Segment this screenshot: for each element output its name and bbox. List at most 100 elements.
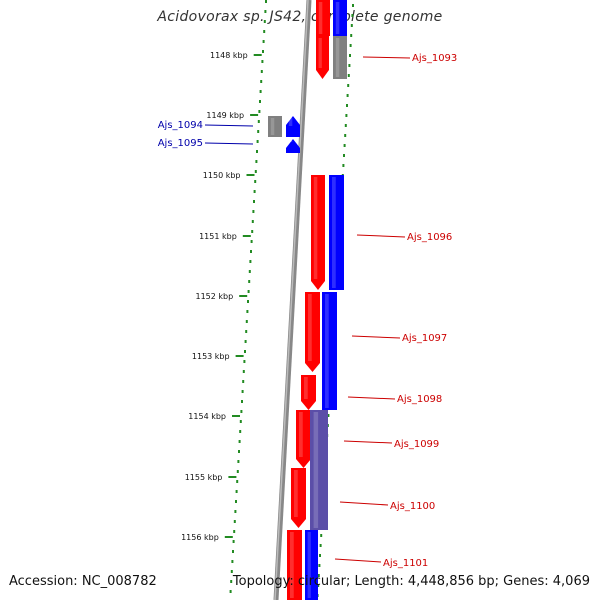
edge-dot — [349, 44, 352, 47]
gene-arrow-shine — [318, 2, 323, 34]
ruler-dot — [246, 310, 249, 313]
edge-dot — [317, 584, 320, 587]
ruler-dot — [234, 510, 237, 513]
gene-label: Ajs_1098 — [397, 394, 442, 405]
ruler-dot — [258, 110, 261, 113]
ruler-dot — [262, 40, 265, 43]
accession-text: Accession: NC_008782 — [9, 574, 157, 589]
ruler-dot — [263, 30, 266, 33]
edge-dot — [320, 534, 323, 537]
edge-dot — [348, 64, 351, 67]
tick-label: 1155 kbp — [185, 473, 223, 482]
ruler-dot — [265, 0, 267, 3]
gene-arrow — [305, 530, 318, 600]
gene-arrow — [287, 530, 302, 600]
ruler-dot — [244, 340, 247, 343]
ruler-dot — [250, 250, 252, 253]
gene-label: Ajs_1093 — [412, 53, 457, 64]
tick-label: 1154 kbp — [188, 412, 226, 421]
edge-dot — [352, 4, 354, 7]
ruler-dot — [260, 80, 263, 83]
tick-label: 1153 kbp — [192, 352, 230, 361]
ruler-dot — [230, 570, 233, 573]
ruler-dot — [245, 320, 248, 323]
ruler-dot — [253, 200, 255, 203]
genome-backbone — [273, 0, 312, 600]
genome-backbone-highlight — [274, 0, 309, 600]
gene-label: Ajs_1100 — [390, 501, 435, 512]
gene-arrow-shine — [332, 177, 336, 288]
edge-dot — [319, 554, 321, 557]
ruler-dot — [242, 370, 245, 373]
tick-label: 1150 kbp — [203, 171, 241, 180]
ruler-dot — [253, 190, 256, 193]
gene-arrow — [286, 116, 300, 137]
ruler-dot — [248, 280, 251, 283]
gene-arrow — [291, 468, 306, 528]
gene-arrow-shine — [288, 118, 293, 126]
ruler-dot — [233, 520, 236, 523]
gene-arrow-shine — [294, 470, 298, 517]
gene-label: Ajs_1101 — [383, 558, 428, 569]
tick-label: 1156 kbp — [181, 533, 219, 542]
ruler-dot — [236, 470, 239, 473]
gene-arrow — [333, 36, 347, 79]
edge-dot — [327, 414, 330, 417]
edge-dot — [349, 54, 351, 57]
ruler-dot — [250, 240, 253, 243]
gene-label: Ajs_1097 — [402, 333, 447, 344]
ruler-dot — [238, 440, 241, 443]
edge-dot — [344, 134, 347, 137]
tick-label: 1152 kbp — [195, 292, 233, 301]
gene-arrow — [286, 139, 300, 153]
ruler-dot — [236, 480, 239, 483]
label-leader — [362, 56, 411, 59]
edge-dot — [350, 34, 353, 37]
ruler-dot — [252, 210, 255, 213]
edge-dot — [346, 94, 349, 97]
ruler-dot — [257, 120, 260, 123]
ruler-dot — [247, 290, 250, 293]
gene-arrow-shine — [270, 118, 275, 135]
tick-label: 1149 kbp — [206, 111, 244, 120]
gene-track — [268, 0, 347, 600]
ruler-dot — [244, 350, 246, 353]
edge-dot — [317, 574, 320, 577]
ruler-dot — [231, 560, 234, 563]
edge-dot — [351, 14, 354, 17]
ruler-dot — [259, 90, 262, 93]
ruler-dot — [264, 10, 267, 13]
gene-arrow-shine — [288, 141, 293, 142]
gene-arrow-shine — [313, 412, 319, 528]
ruler-dot — [261, 60, 264, 63]
label-leader — [339, 501, 389, 506]
ruler-dot — [243, 360, 246, 363]
ruler-dot — [232, 550, 234, 553]
ruler-dot — [251, 220, 254, 223]
ruler-dot — [245, 330, 248, 333]
ruler-dot — [237, 460, 240, 463]
ruler-dot — [247, 300, 249, 303]
gene-label: Ajs_1096 — [407, 232, 452, 243]
gene-arrow-shine — [304, 377, 308, 399]
gene-arrow-shine — [307, 532, 311, 598]
edge-dot — [343, 144, 346, 147]
label-leader — [343, 440, 393, 444]
gene-labels: Ajs_1093 Ajs_1094 Ajs_1095 Ajs_1096 Ajs_1097… — [158, 53, 458, 569]
ruler-dot — [256, 140, 259, 143]
tick-label: 1151 kbp — [199, 232, 237, 241]
edge-dot — [319, 544, 322, 547]
gene-arrow — [333, 0, 347, 36]
label-leader — [204, 124, 254, 127]
gene-label: Ajs_1095 — [158, 138, 203, 149]
ruler-dot — [239, 420, 242, 423]
gene-arrow-shine — [308, 294, 312, 361]
ruler-dot — [248, 270, 251, 273]
ruler-dot — [230, 580, 233, 583]
gene-arrow — [329, 175, 344, 290]
label-leader — [347, 396, 396, 400]
gene-arrow-shine — [335, 38, 340, 77]
label-leader — [351, 335, 401, 339]
gene-arrow — [316, 0, 330, 36]
label-leader — [204, 142, 254, 145]
